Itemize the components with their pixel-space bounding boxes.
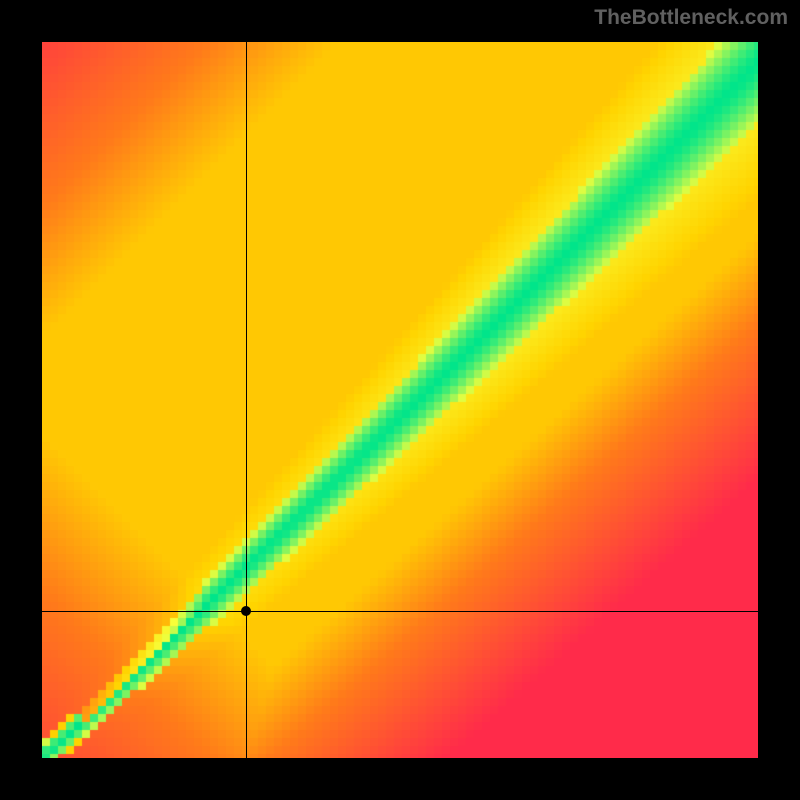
- chart-container: TheBottleneck.com: [0, 0, 800, 800]
- watermark-text: TheBottleneck.com: [594, 6, 788, 30]
- bottleneck-point-marker: [241, 606, 251, 616]
- crosshair-horizontal: [42, 611, 758, 612]
- crosshair-vertical: [246, 42, 247, 758]
- heatmap-canvas: [42, 42, 758, 758]
- plot-area: [42, 42, 758, 758]
